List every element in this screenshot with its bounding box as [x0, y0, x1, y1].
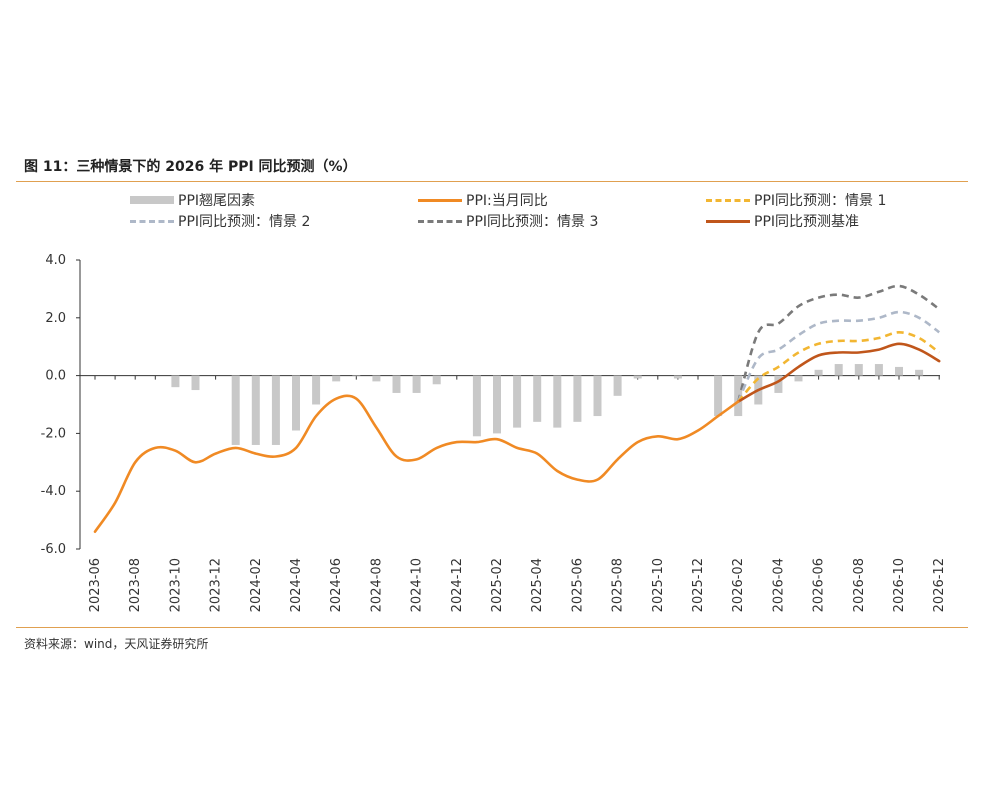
legend-label: PPI翘尾因素	[178, 193, 256, 209]
bar-ppi-carryover	[191, 375, 200, 391]
bar-ppi-carryover	[472, 375, 481, 437]
y-tick-label: 0.0	[45, 369, 66, 384]
bar-ppi-carryover	[613, 375, 622, 396]
y-tick-label: -6.0	[41, 542, 66, 557]
bar-ppi-carryover	[734, 375, 743, 417]
bar-ppi-carryover	[312, 375, 321, 405]
x-tick-label: 2025-08	[611, 558, 626, 612]
x-tick-label: 2025-04	[530, 558, 545, 612]
series-ppi-yoy-line	[93, 394, 740, 533]
bar-ppi-carryover	[673, 375, 682, 379]
y-tick-label: -2.0	[41, 426, 66, 441]
legend-swatch	[418, 199, 462, 202]
legend-label: PPI同比预测：情景 2	[178, 214, 311, 230]
bar-ppi-carryover	[271, 375, 280, 445]
x-tick-label: 2025-06	[570, 558, 585, 612]
bar-ppi-carryover	[332, 375, 341, 382]
legend-ppi-carryover: PPI翘尾因素	[130, 190, 410, 210]
chart-title: 图 11：三种情景下的 2026 年 PPI 同比预测（%）	[24, 159, 357, 175]
x-tick-label: 2026-04	[771, 558, 786, 612]
source-note: 资料来源：wind，天风证券研究所	[24, 637, 209, 651]
x-tick-label: 2025-10	[651, 558, 666, 612]
legend-swatch	[130, 196, 174, 204]
series-scenario-2-line	[737, 310, 940, 403]
bar-ppi-carryover	[834, 364, 843, 376]
bar-ppi-carryover	[854, 364, 863, 376]
bar-ppi-carryover	[915, 369, 924, 376]
bar-ppi-carryover	[412, 375, 421, 393]
legend-scenario-3: PPI同比预测：情景 3	[418, 211, 698, 231]
bar-ppi-carryover	[372, 375, 381, 382]
x-tick-label: 2024-06	[329, 558, 344, 612]
legend-swatch	[706, 199, 750, 202]
legend-label: PPI:当月同比	[466, 193, 548, 209]
legend-baseline: PPI同比预测基准	[706, 211, 986, 231]
series-baseline-line	[736, 342, 941, 403]
bar-ppi-carryover	[392, 375, 401, 393]
series-scenario-1-line	[737, 331, 940, 403]
x-tick-label: 2023-10	[168, 558, 183, 612]
legend-swatch	[706, 220, 750, 223]
x-tick-label: 2024-12	[450, 558, 465, 612]
x-tick-label: 2024-10	[410, 558, 425, 612]
bar-ppi-carryover	[774, 375, 783, 393]
legend-label: PPI同比预测：情景 3	[466, 214, 599, 230]
bar-ppi-carryover	[292, 375, 300, 431]
legend-scenario-1: PPI同比预测：情景 1	[706, 190, 986, 210]
legend-label: PPI同比预测基准	[754, 214, 860, 230]
x-tick-label: 2026-10	[892, 558, 907, 612]
bar-ppi-carryover	[814, 369, 823, 376]
y-tick-label: -4.0	[41, 484, 66, 499]
bar-ppi-carryover	[593, 375, 602, 417]
legend-label: PPI同比预测：情景 1	[754, 193, 887, 209]
bar-ppi-carryover	[633, 375, 642, 379]
x-tick-label: 2024-02	[249, 558, 264, 612]
y-tick-label: 4.0	[45, 253, 66, 268]
x-tick-label: 2025-12	[691, 558, 706, 612]
source-divider	[16, 627, 968, 628]
bar-ppi-carryover	[513, 375, 522, 428]
bar-ppi-carryover	[794, 375, 803, 382]
y-tick-label: 2.0	[45, 311, 66, 326]
bar-ppi-carryover	[352, 375, 361, 377]
x-tick-label: 2023-06	[88, 558, 103, 612]
bar-ppi-carryover	[895, 366, 903, 376]
bar-ppi-carryover	[874, 364, 883, 376]
legend-swatch	[418, 220, 462, 223]
series-scenario-3-line	[736, 284, 940, 402]
bar-ppi-carryover	[493, 375, 501, 434]
bar-ppi-carryover	[251, 375, 260, 445]
bar-ppi-carryover	[553, 375, 562, 428]
x-tick-label: 2025-02	[490, 558, 505, 612]
x-tick-label: 2026-06	[812, 558, 827, 612]
x-tick-label: 2023-08	[128, 558, 143, 612]
bar-ppi-carryover	[432, 375, 441, 385]
x-tick-label: 2026-12	[932, 558, 947, 612]
bar-ppi-carryover	[573, 375, 582, 422]
x-tick-label: 2023-12	[209, 558, 224, 612]
legend-swatch	[130, 220, 174, 223]
x-tick-label: 2024-08	[369, 558, 384, 612]
bar-ppi-carryover	[171, 375, 180, 388]
legend-scenario-2: PPI同比预测：情景 2	[130, 211, 410, 231]
title-divider	[16, 181, 968, 182]
x-tick-label: 2024-04	[289, 558, 304, 612]
x-tick-label: 2026-02	[731, 558, 746, 612]
legend-ppi-yoy: PPI:当月同比	[418, 190, 698, 210]
bar-ppi-carryover	[714, 375, 723, 417]
x-tick-label: 2026-08	[852, 558, 867, 612]
bar-ppi-carryover	[533, 375, 542, 422]
bar-ppi-carryover	[231, 375, 240, 445]
